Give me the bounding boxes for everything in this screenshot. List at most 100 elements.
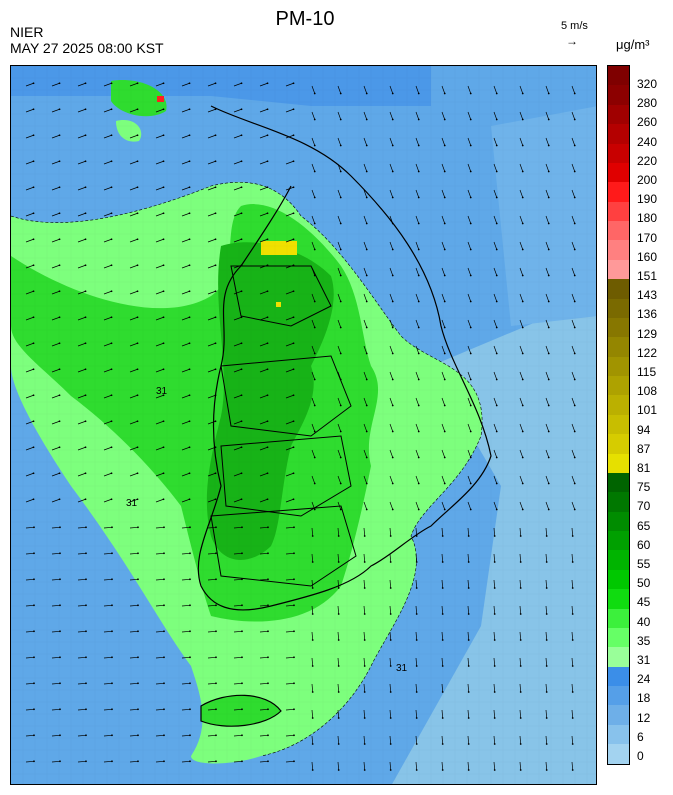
wind-vector [155, 734, 165, 737]
wind-vector [155, 238, 164, 243]
wind-vector-head [519, 717, 522, 719]
wind-vector [415, 345, 420, 354]
colorbar-swatch [608, 472, 629, 493]
wind-vector [155, 552, 165, 555]
colorbar-swatch [608, 744, 629, 764]
wind-vector [519, 215, 524, 224]
wind-vector-head [467, 743, 470, 745]
wind-vector-head [443, 456, 446, 459]
wind-vector [441, 579, 444, 589]
wind-vector-head [84, 82, 87, 85]
wind-vector [337, 241, 342, 250]
wind-vector [545, 267, 550, 276]
wind-vector-head [389, 665, 392, 667]
wind-vector-head [188, 82, 191, 85]
wind-vector-head [547, 326, 550, 329]
wind-vector [571, 709, 574, 719]
wind-vector [467, 267, 472, 276]
wind-vector-head [469, 456, 472, 459]
wind-vector-head [443, 326, 446, 329]
wind-vector-head [339, 222, 342, 225]
wind-vector [519, 475, 524, 484]
colorbar-tick-label: 65 [637, 518, 651, 533]
wind-vector-head [240, 290, 243, 293]
wind-vector [519, 631, 522, 641]
wind-vector-head [110, 290, 113, 293]
wind-vector-head [136, 160, 139, 163]
timestamp-label: MAY 27 2025 08:00 KST [10, 40, 164, 56]
wind-vector [259, 342, 268, 347]
wind-vector-head [519, 665, 522, 667]
wind-vector [233, 134, 242, 139]
wind-vector [129, 708, 139, 711]
wind-vector-head [293, 604, 295, 607]
wind-vector-head [363, 769, 366, 771]
wind-vector [415, 657, 418, 667]
wind-vector-head [32, 472, 35, 475]
wind-vector-head [573, 248, 576, 251]
wind-vector [103, 186, 112, 191]
wind-vector [493, 579, 496, 589]
wind-vector-head [163, 682, 165, 685]
colorbar-tick-label: 170 [637, 230, 658, 245]
wind-vector [415, 761, 418, 771]
wind-vector [441, 501, 446, 510]
map-panel[interactable]: 31 31 31 [10, 65, 597, 785]
wind-vector-head [365, 274, 368, 277]
wind-vector [337, 345, 342, 354]
wind-vector [155, 630, 165, 633]
wind-vector [155, 134, 164, 139]
wind-vector [51, 630, 61, 633]
wind-vector [285, 394, 294, 399]
wind-vector-head [111, 604, 113, 607]
wind-vector-head [469, 196, 472, 199]
wind-vector [363, 605, 366, 615]
wind-vector [181, 420, 190, 425]
wind-vector-head [521, 274, 524, 277]
wind-vector-head [292, 342, 295, 345]
wind-vector [285, 446, 294, 451]
wind-vector-head [137, 630, 139, 633]
wind-vector-head [547, 274, 550, 277]
wind-vector [51, 238, 60, 243]
wind-vector [25, 526, 35, 529]
wind-vector-head [85, 760, 87, 763]
wind-vector-head [311, 743, 314, 745]
wind-vector-head [292, 238, 295, 241]
wind-vector-head [337, 613, 340, 615]
wind-vector-head [84, 342, 87, 345]
wind-vector [493, 735, 496, 745]
wind-vector [519, 241, 524, 250]
wind-vector [51, 160, 60, 165]
wind-vector [129, 238, 138, 243]
colorbar-tick-label: 240 [637, 134, 658, 149]
colorbar [607, 65, 630, 765]
wind-vector-head [240, 368, 243, 371]
wind-vector-head [365, 456, 368, 459]
wind-vector-head [365, 300, 368, 303]
wind-vector-head [339, 196, 342, 199]
wind-vector [25, 394, 34, 399]
wind-vector-head [443, 404, 446, 407]
wind-vector-head [33, 734, 35, 737]
map-title: PM-10 [275, 8, 335, 30]
wind-vector [285, 82, 294, 87]
wind-vector-head [467, 639, 470, 641]
wind-vector [389, 631, 392, 641]
wind-vector-head [443, 352, 446, 355]
wind-vector-head [214, 446, 217, 449]
wind-vector [389, 371, 394, 380]
wind-vector-head [240, 160, 243, 163]
wind-vector [233, 552, 243, 555]
wind-vector-head [32, 186, 35, 189]
wind-vector-head [240, 82, 243, 85]
wind-vector [77, 472, 86, 477]
colorbar-swatch [608, 686, 629, 706]
colorbar-tick-label: 94 [637, 422, 651, 437]
wind-vector-head [417, 248, 420, 251]
wind-vector [519, 709, 522, 719]
wind-vector [51, 108, 60, 113]
wind-vector-head [58, 264, 61, 267]
wind-vector-head [293, 682, 295, 685]
wind-vector [285, 552, 295, 555]
